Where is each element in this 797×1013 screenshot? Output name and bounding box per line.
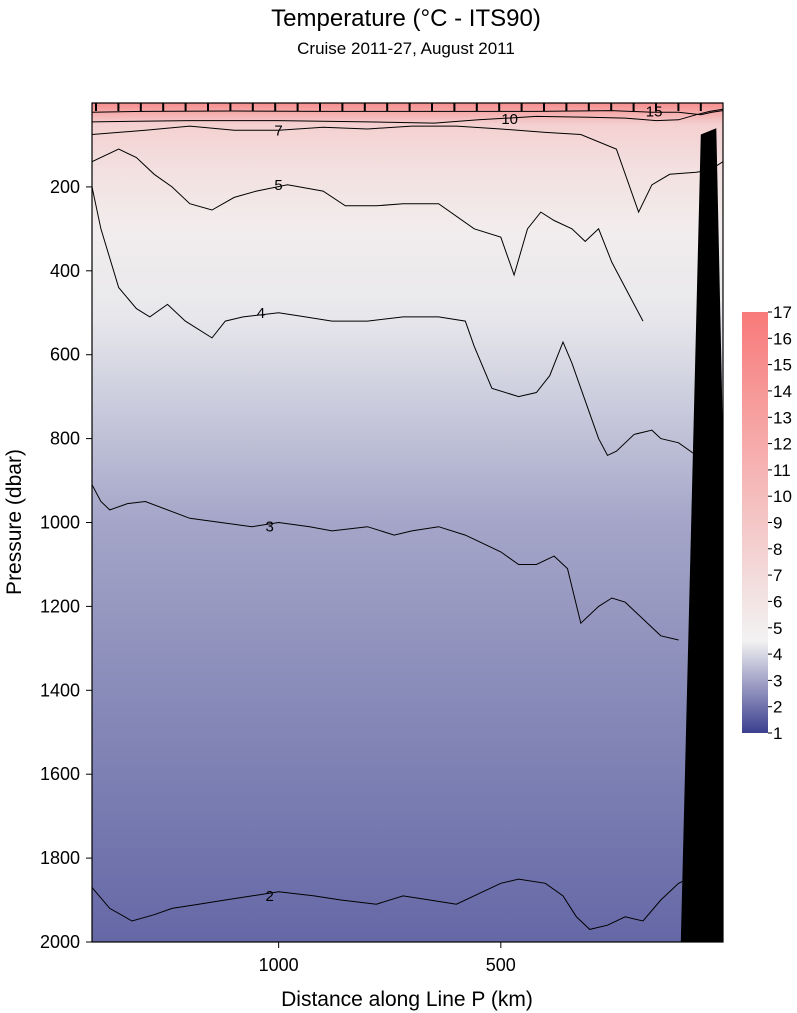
- station-ticks: [95, 103, 702, 111]
- contour-label: 15: [646, 103, 663, 120]
- contour-label: 10: [501, 111, 518, 128]
- colorbar-tick-label: 5: [773, 619, 782, 638]
- colorbar-tick-label: 3: [773, 671, 782, 690]
- colorbar-tick-label: 9: [773, 514, 782, 533]
- y-tick-label: 1000: [40, 513, 80, 533]
- contour-5: [92, 148, 644, 322]
- contour-3: [92, 484, 679, 641]
- contour-4: [92, 186, 723, 481]
- chart-title: Temperature (°C - ITS90): [271, 5, 541, 32]
- colorbar-tick-label: 7: [773, 566, 782, 585]
- y-tick-label: 2000: [40, 932, 80, 952]
- chart-subtitle: Cruise 2011-27, August 2011: [297, 39, 515, 58]
- contour-label: 2: [266, 888, 274, 905]
- temperature-field: [92, 103, 723, 942]
- colorbar-tick-label: 8: [773, 540, 782, 559]
- x-tick-label: 500: [486, 955, 516, 975]
- colorbar-tick-label: 6: [773, 592, 782, 611]
- colorbar-tick-label: 10: [773, 487, 792, 506]
- colorbar-tick-label: 17: [773, 303, 792, 322]
- y-tick-label: 400: [50, 261, 80, 281]
- y-tick-label: 600: [50, 345, 80, 365]
- contour-2: [92, 874, 697, 930]
- contour-label: 5: [274, 177, 282, 194]
- colorbar-tick-label: 15: [773, 356, 792, 375]
- contour-label: 4: [257, 305, 265, 322]
- contour-15: [92, 110, 723, 116]
- colorbar-tick-label: 12: [773, 435, 792, 454]
- seafloor-bathymetry: [680, 128, 723, 942]
- contour-label: 7: [274, 122, 282, 139]
- y-tick-label: 1600: [40, 764, 80, 784]
- contour-lines: [92, 108, 723, 930]
- y-tick-label: 200: [50, 177, 80, 197]
- y-tick-label: 1800: [40, 848, 80, 868]
- y-axis: 200 400 600 800 1000 1200 1400 1600 1800 2000: [40, 177, 92, 952]
- x-axis-label: Distance along Line P (km): [281, 988, 533, 1011]
- x-axis: 1000 500: [259, 942, 516, 975]
- colorbar-tick-label: 11: [773, 461, 791, 480]
- contour-labels: 15 10 7 5 4 3 2: [257, 103, 663, 905]
- colorbar-tick-label: 2: [773, 698, 782, 717]
- y-tick-label: 800: [50, 429, 80, 449]
- y-tick-label: 1200: [40, 596, 80, 616]
- colorbar-tick-label: 4: [773, 645, 782, 664]
- colorbar-tick-label: 1: [773, 724, 782, 743]
- contour-7: [92, 125, 723, 214]
- contour-10: [92, 108, 723, 124]
- colorbar-tick-label: 16: [773, 329, 792, 348]
- colorbar: [742, 312, 768, 733]
- colorbar-tick-label: 13: [773, 408, 792, 427]
- x-tick-label: 1000: [259, 955, 299, 975]
- y-axis-label: Pressure (dbar): [3, 449, 26, 595]
- contour-label: 3: [266, 519, 274, 536]
- colorbar-tick-label: 14: [773, 382, 792, 401]
- y-tick-label: 1400: [40, 680, 80, 700]
